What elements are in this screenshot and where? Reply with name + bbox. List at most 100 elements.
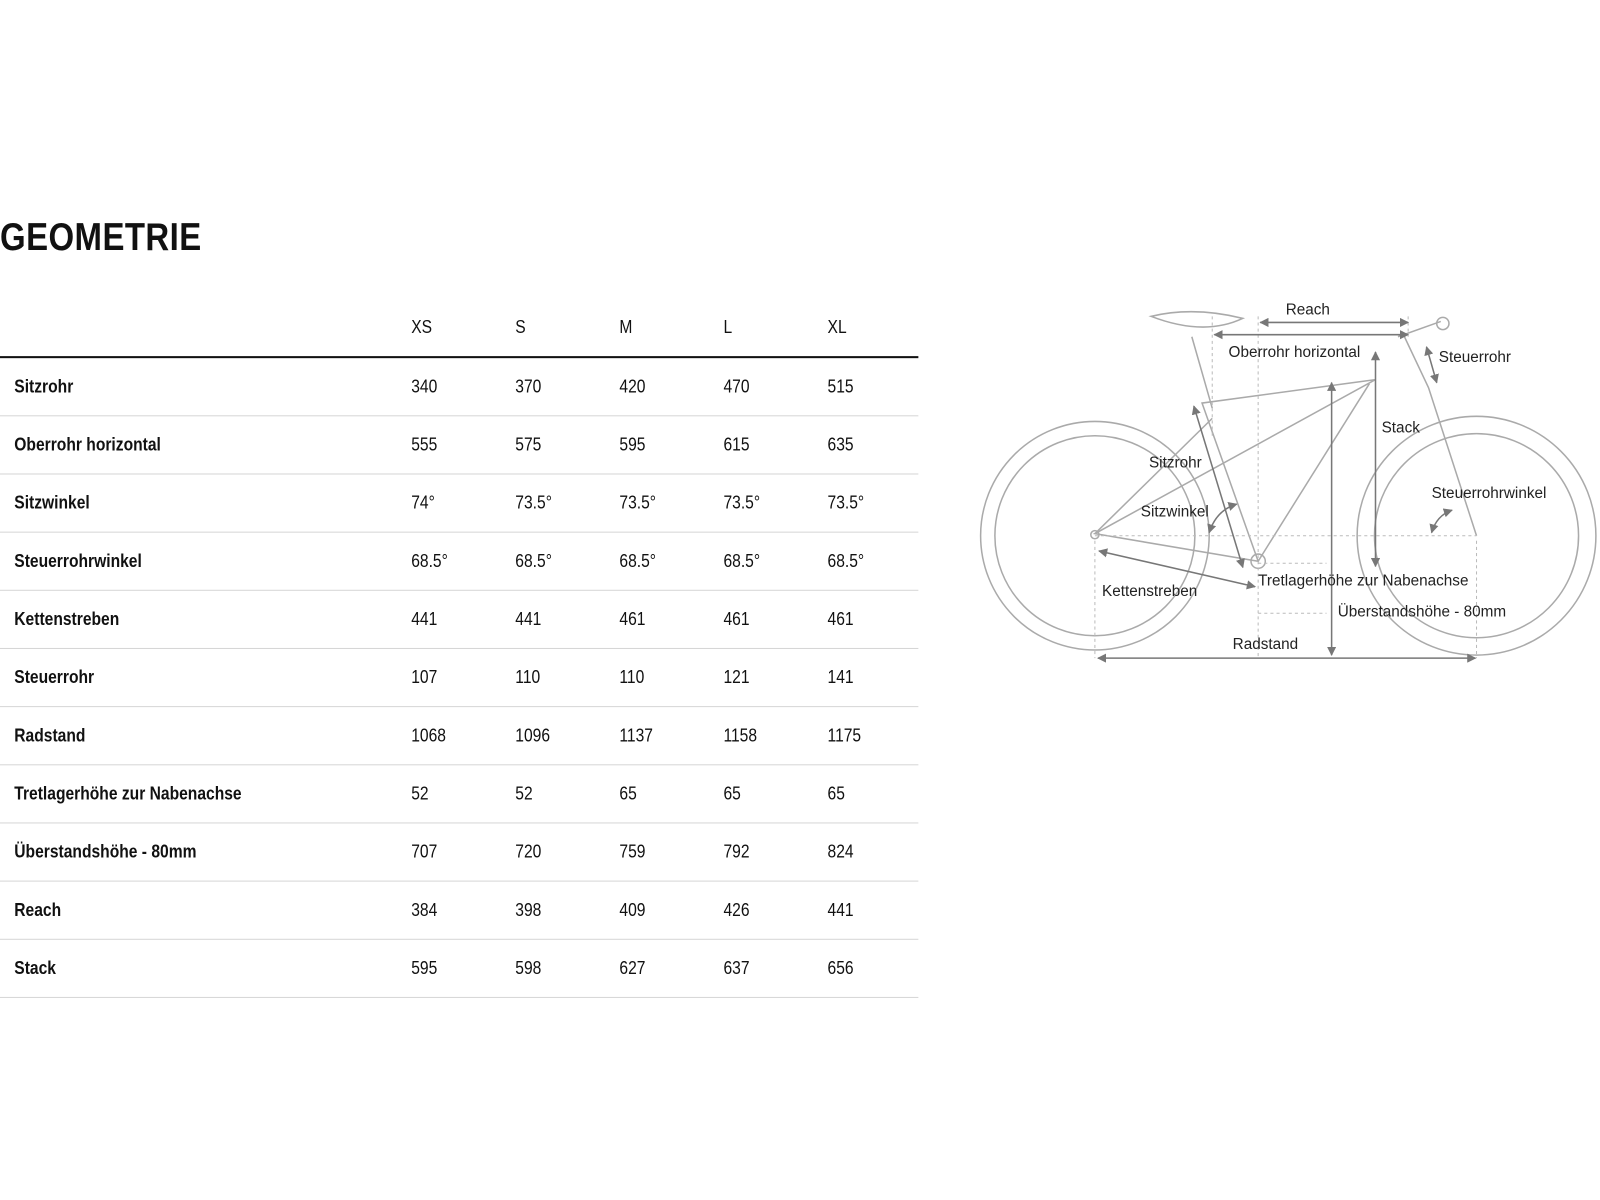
table-header-row: XS S M L XL: [0, 302, 919, 359]
row-label: Stack: [14, 957, 56, 979]
row-value: 627: [619, 957, 646, 979]
row-label: Sitzrohr: [14, 376, 74, 397]
row-value: 441: [827, 899, 854, 920]
row-label: Radstand: [14, 724, 86, 746]
row-value: 73.5°: [723, 492, 761, 513]
row-value: 595: [411, 957, 438, 979]
row-value: 370: [515, 376, 542, 397]
row-value: 470: [723, 376, 750, 397]
row-value: 420: [619, 376, 646, 397]
row-value: 635: [827, 434, 854, 455]
table-row: Sitzwinkel 74° 73.5° 73.5° 73.5° 73.5°: [0, 474, 919, 533]
row-value: 637: [723, 957, 750, 979]
row-value: 68.5°: [515, 550, 552, 571]
row-value: 74°: [411, 492, 435, 513]
size-header-s: S: [515, 316, 526, 338]
row-value: 441: [515, 608, 542, 630]
size-header-l: L: [723, 316, 733, 338]
row-value: 65: [619, 783, 637, 804]
row-value: 707: [411, 841, 438, 862]
label-stack: Stack: [1382, 420, 1421, 437]
row-value: 598: [515, 957, 542, 979]
row-label: Tretlagerhöhe zur Nabenachse: [14, 783, 242, 804]
front-wheel: [1356, 415, 1597, 656]
row-label: Steuerrohr: [14, 666, 95, 688]
row-value: 68.5°: [619, 550, 657, 571]
label-oberrohr: Oberrohr horizontal: [1229, 344, 1361, 361]
row-value: 441: [411, 608, 438, 630]
row-value: 575: [515, 434, 542, 455]
row-value: 515: [827, 376, 854, 397]
row-value: 595: [619, 434, 646, 455]
label-kettenstreben: Kettenstreben: [1102, 583, 1197, 600]
row-value: 720: [515, 841, 542, 862]
bike-geometry-diagram: Reach Oberrohr horizontal Steuerrohr Sta…: [979, 301, 1597, 663]
dimension-arrows: [1097, 317, 1477, 663]
label-ueberstand: Überstandshöhe - 80mm: [1338, 602, 1506, 620]
table-row: Stack 595 598 627 637 656: [0, 940, 919, 998]
row-value: 68.5°: [411, 550, 448, 571]
table-row: Reach 384 398 409 426 441: [0, 882, 919, 940]
row-label: Reach: [14, 899, 62, 920]
row-value: 461: [723, 608, 750, 630]
row-value: 52: [515, 783, 533, 804]
row-value: 824: [827, 841, 854, 862]
row-value: 656: [827, 957, 854, 979]
row-value: 409: [619, 899, 646, 920]
row-value: 340: [411, 376, 438, 397]
label-reach: Reach: [1286, 301, 1330, 318]
row-value: 759: [619, 841, 646, 862]
row-value: 1175: [827, 724, 862, 746]
row-value: 68.5°: [827, 550, 865, 571]
row-value: 65: [723, 783, 741, 804]
row-value: 68.5°: [723, 550, 761, 571]
row-value: 1158: [723, 724, 758, 746]
row-value: 73.5°: [827, 492, 865, 513]
label-steuerrohrwinkel: Steuerrohrwinkel: [1432, 485, 1547, 502]
row-label: Oberrohr horizontal: [14, 434, 161, 455]
row-value: 1096: [515, 724, 551, 746]
row-label: Überstandshöhe - 80mm: [14, 841, 197, 862]
row-value: 384: [411, 899, 438, 920]
size-header-xs: XS: [411, 316, 433, 338]
label-sitzwinkel: Sitzwinkel: [1141, 503, 1209, 520]
row-value: 426: [723, 899, 750, 920]
row-label: Steuerrohrwinkel: [14, 550, 142, 571]
label-sitzrohr: Sitzrohr: [1149, 454, 1202, 471]
table-row: Tretlagerhöhe zur Nabenachse 52 52 65 65 65: [0, 765, 919, 824]
table-row: Radstand 1068 1096 1137 1158 1175: [0, 707, 919, 766]
size-header-xl: XL: [827, 316, 847, 338]
label-tretlager: Tretlagerhöhe zur Nabenachse: [1258, 573, 1468, 590]
row-value: 141: [827, 666, 854, 688]
row-value: 110: [515, 666, 541, 688]
row-label: Kettenstreben: [14, 608, 120, 630]
row-label: Sitzwinkel: [14, 492, 90, 513]
label-steuerrohr: Steuerrohr: [1439, 349, 1511, 366]
row-value: 1137: [619, 724, 653, 746]
table-row: Kettenstreben 441 441 461 461 461: [0, 591, 919, 649]
row-value: 792: [723, 841, 750, 862]
row-value: 1068: [411, 724, 446, 746]
table-row: Sitzrohr 340 370 420 470 515: [0, 358, 919, 417]
row-value: 110: [619, 666, 645, 688]
row-value: 398: [515, 899, 542, 920]
table-row: Steuerrohrwinkel 68.5° 68.5° 68.5° 68.5° 68.5…: [0, 533, 919, 591]
label-radstand: Radstand: [1233, 636, 1298, 653]
row-value: 555: [411, 434, 438, 455]
row-value: 52: [411, 783, 429, 804]
saddle: [1148, 310, 1246, 328]
row-value: 615: [723, 434, 750, 455]
geometry-table: XS S M L XL Sitzrohr 340 370 420 470 515 Oberr…: [0, 302, 919, 998]
row-value: 73.5°: [515, 492, 552, 513]
row-value: 461: [619, 608, 646, 630]
row-value: 461: [827, 608, 854, 630]
table-row: Oberrohr horizontal 555 575 595 615 635: [0, 416, 919, 475]
table-row: Überstandshöhe - 80mm 707 720 759 792 824: [0, 823, 919, 882]
page-title: GEOMETRIE: [0, 216, 202, 260]
size-header-m: M: [619, 316, 633, 338]
row-value: 65: [827, 783, 845, 804]
table-row: Steuerrohr 107 110 110 121 141: [0, 649, 919, 708]
row-value: 121: [723, 666, 750, 688]
row-value: 73.5°: [619, 492, 657, 513]
